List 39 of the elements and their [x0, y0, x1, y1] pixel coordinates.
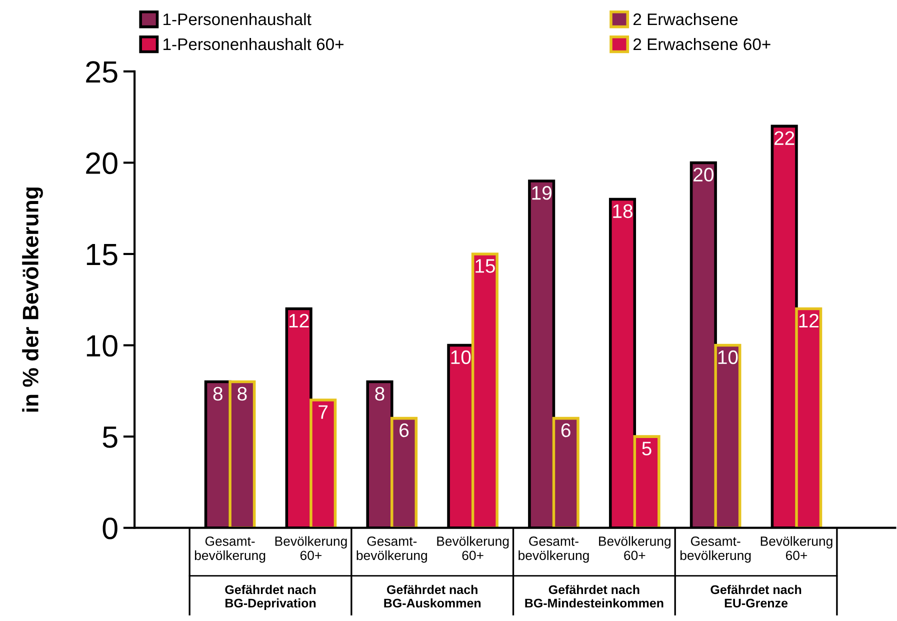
- x-tick-label: Bevölkerung 60+: [760, 536, 832, 560]
- y-tick-label: 20: [86, 152, 118, 174]
- data-label: 6: [561, 423, 570, 438]
- data-label: 6: [400, 423, 409, 438]
- y-tick-label: 0: [102, 518, 118, 540]
- legend-label: 2 Erwachsene: [633, 12, 738, 26]
- y-tick-label: 5: [102, 426, 118, 448]
- data-label: 5: [642, 442, 652, 456]
- y-tick-label: 25: [86, 61, 118, 83]
- x-tick-label: Gesamt- bevölkerung: [194, 536, 266, 563]
- text: Gefährdet nach EU-Grenze: [710, 584, 802, 608]
- legend-label: 1-Personenhaushalt 60+: [164, 38, 344, 50]
- data-label: 8: [375, 386, 384, 401]
- data-label: 10: [451, 350, 471, 364]
- x-tick-label: Bevölkerung 60+: [599, 536, 670, 560]
- data-label: 8: [238, 386, 247, 401]
- data-label: 22: [774, 131, 794, 145]
- x-tick-label: Gesamt- bevölkerung: [356, 536, 427, 563]
- x-tick-label: Gesamt- bevölkerung: [680, 536, 751, 563]
- y-axis-title: in % der Bevölkerung: [22, 188, 43, 412]
- data-label: 8: [213, 386, 222, 401]
- text: Gefährdet nach BG-Mindesteinkommen: [525, 584, 664, 608]
- data-label: 10: [718, 350, 738, 364]
- x-tick-label: Bevölkerung 60+: [275, 536, 347, 560]
- data-label: 19: [532, 186, 552, 200]
- data-label: 7: [318, 405, 328, 419]
- y-tick-label: 10: [86, 335, 118, 357]
- text: Gefährdet nach BG-Auskommen: [384, 584, 481, 608]
- text: Gefährdet nach BG-Deprivation: [225, 584, 316, 610]
- data-label: 18: [613, 204, 632, 218]
- data-label: 12: [289, 314, 309, 328]
- data-label: 20: [694, 168, 714, 182]
- legend-label: 2 Erwachsene 60+: [633, 38, 770, 50]
- x-tick-label: Gesamt- bevölkerung: [518, 536, 589, 563]
- x-tick-label: Bevölkerung 60+: [437, 536, 509, 560]
- data-label: 15: [476, 259, 495, 273]
- data-label: 12: [799, 314, 818, 328]
- y-tick-label: 15: [86, 244, 118, 266]
- legend-label: 1-Personenhaushalt: [164, 12, 312, 26]
